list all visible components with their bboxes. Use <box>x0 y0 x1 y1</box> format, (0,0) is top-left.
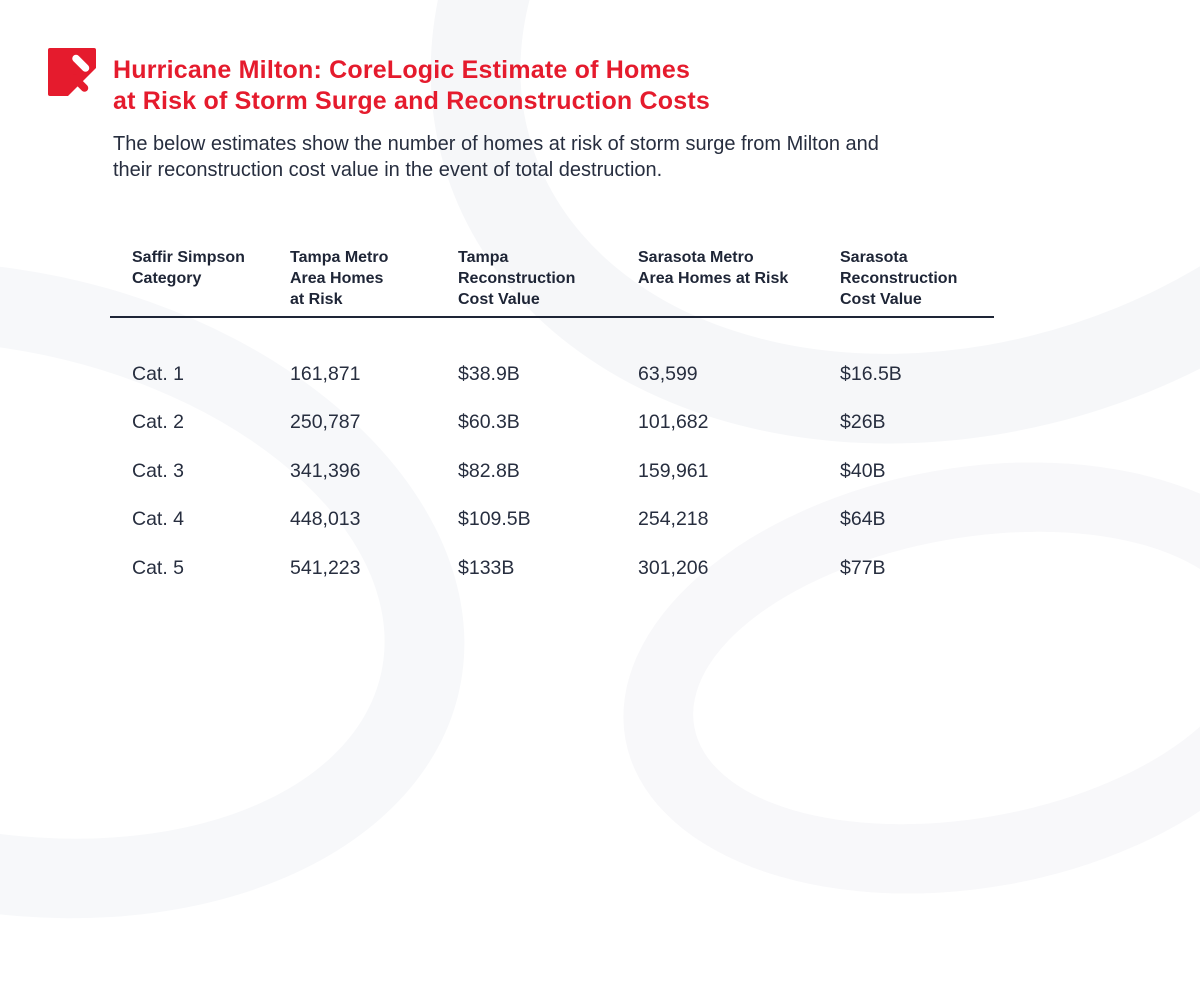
table-cell-tampa-cost: $82.8B <box>458 459 520 482</box>
table-cell-tampa-homes: 341,396 <box>290 459 361 482</box>
table-row: Cat. 3 341,396 $82.8B 159,961 $40B <box>132 459 993 507</box>
table-row: Cat. 1 161,871 $38.9B 63,599 $16.5B <box>132 362 993 410</box>
table-cell-sarasota-homes: 301,206 <box>638 556 709 579</box>
table-cell-tampa-cost: $109.5B <box>458 508 531 531</box>
column-header-tampa-homes-at-risk: Tampa Metro Area Homes at Risk <box>290 249 389 308</box>
table-cell-sarasota-cost: $64B <box>840 508 886 531</box>
table-cell-sarasota-cost: $16.5B <box>840 363 902 385</box>
table-cell-category: Cat. 3 <box>132 459 185 482</box>
page-subtitle: The below estimates show the number of h… <box>113 133 879 181</box>
table-row: Cat. 5 541,223 $133B 301,206 $77B <box>132 556 993 604</box>
table-cell-category: Cat. 2 <box>132 411 185 434</box>
table-cell-sarasota-cost: $26B <box>840 411 886 434</box>
column-header-sarasota-reconstruction-cost: Sarasota Reconstruction Cost Value <box>840 249 958 308</box>
table-cell-tampa-homes: 448,013 <box>290 508 361 531</box>
table-cell-tampa-homes: 161,871 <box>290 363 361 385</box>
table-cell-tampa-homes: 250,787 <box>290 411 361 434</box>
table-cell-tampa-cost: $60.3B <box>458 411 520 434</box>
infographic-canvas: Hurricane Milton: CoreLogic Estimate of … <box>48 48 994 604</box>
table-cell-sarasota-homes: 101,682 <box>638 411 709 434</box>
table-cell-sarasota-cost: $77B <box>840 556 886 579</box>
table-cell-category: Cat. 5 <box>132 556 185 579</box>
table-cell-category: Cat. 4 <box>132 508 185 531</box>
table-body: Cat. 1 161,871 $38.9B 63,599 $16.5B Cat.… <box>132 362 993 604</box>
column-header-tampa-reconstruction-cost: Tampa Reconstruction Cost Value <box>458 249 576 308</box>
table-cell-tampa-cost: $133B <box>458 556 515 579</box>
table-row: Cat. 2 250,787 $60.3B 101,682 $26B <box>132 410 993 458</box>
table-header-row: Saffir Simpson Category Tampa Metro Area… <box>132 247 993 310</box>
table-cell-tampa-cost: $38.9B <box>458 363 520 385</box>
table-cell-sarasota-homes: 159,961 <box>638 459 709 482</box>
table-cell-sarasota-cost: $40B <box>840 459 886 482</box>
table-header-divider <box>110 316 994 318</box>
column-header-sarasota-homes-at-risk: Sarasota Metro Area Homes at Risk <box>638 249 789 287</box>
table-cell-category: Cat. 1 <box>132 363 185 385</box>
corelogic-logo-icon <box>48 48 96 96</box>
page-title: Hurricane Milton: CoreLogic Estimate of … <box>113 56 710 115</box>
column-header-saffir-simpson-category: Saffir Simpson Category <box>132 249 245 287</box>
table-cell-sarasota-homes: 254,218 <box>638 508 709 531</box>
table-row: Cat. 4 448,013 $109.5B 254,218 $64B <box>132 507 993 555</box>
table-cell-sarasota-homes: 63,599 <box>638 363 698 385</box>
table-cell-tampa-homes: 541,223 <box>290 556 361 579</box>
